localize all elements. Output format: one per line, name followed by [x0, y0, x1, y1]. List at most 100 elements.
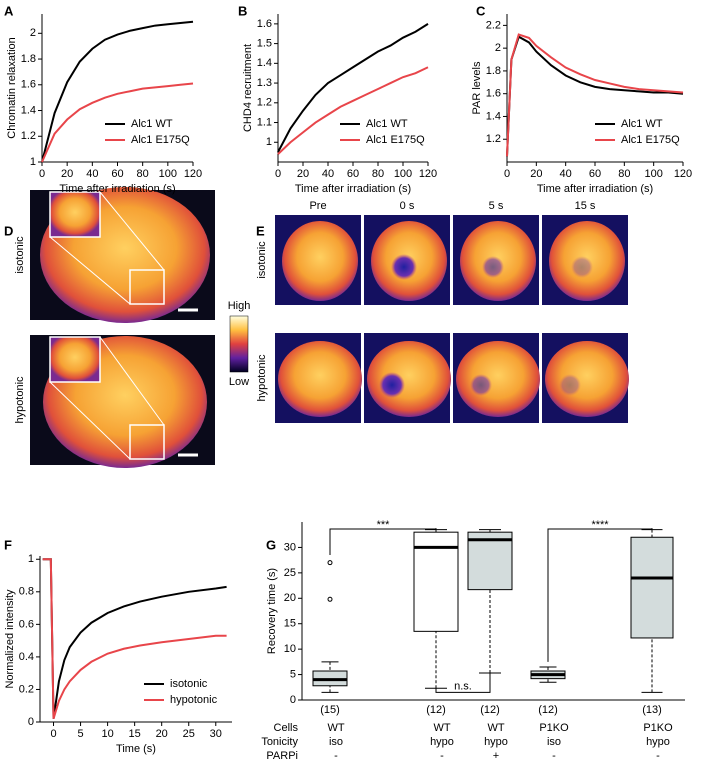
box: [467, 531, 513, 591]
x-tick-label: 5: [78, 728, 84, 740]
image-e: Pre 0 s 5 s 15 s isotonic hypotonic: [256, 200, 629, 423]
y-tick-label: 2: [495, 42, 501, 54]
panel-letter: C: [476, 3, 486, 18]
series-line: [506, 33, 684, 157]
y-tick-label: 1.5: [257, 38, 272, 50]
bracket: [435, 673, 491, 693]
nucleus: [278, 341, 362, 417]
category-label: iso: [329, 736, 343, 748]
column-label: 5 s: [489, 200, 504, 212]
series-line: [506, 35, 684, 157]
inset-line: [99, 336, 165, 426]
x-tick-label: 120: [184, 168, 202, 180]
damage-spot: [482, 256, 504, 278]
x-tick-label: 20: [156, 728, 168, 740]
significance: ****: [591, 519, 609, 531]
y-axis-label: PAR levels: [471, 61, 483, 114]
bracket: [547, 528, 653, 662]
legend-label: Alc1 WT: [621, 118, 663, 130]
row-label: PARPi: [266, 750, 298, 762]
category-label: P1KO: [643, 722, 673, 734]
row-label: isotonic: [14, 236, 26, 274]
y-tick-label: 1.4: [257, 57, 272, 69]
y-tick-label: 1.2: [257, 97, 272, 109]
x-tick-label: 20: [530, 168, 542, 180]
x-tick-label: 15: [129, 728, 141, 740]
category-label: +: [493, 750, 499, 762]
y-tick-label: 1.6: [257, 18, 272, 30]
x-tick-label: 10: [101, 728, 113, 740]
series-line: [41, 20, 194, 163]
y-tick-label: 0.6: [19, 618, 34, 630]
damage-spot: [379, 372, 405, 398]
inset-line: [49, 381, 131, 460]
series-line: [41, 82, 194, 163]
x-tick-label: 20: [297, 168, 309, 180]
y-tick-label: 1: [266, 136, 272, 148]
x-tick-label: 20: [61, 168, 73, 180]
y-tick-label: 1: [30, 156, 36, 168]
y-axis-label: Normalized intensity: [4, 589, 16, 689]
x-tick-label: 0: [39, 168, 45, 180]
x-tick-label: 0: [504, 168, 510, 180]
inset-line: [49, 236, 131, 305]
y-tick-label: 1.4: [486, 110, 501, 122]
y-tick-label: 1.4: [21, 104, 36, 116]
column-label: 0 s: [400, 200, 415, 212]
nucleus: [367, 341, 451, 417]
panel-letter: B: [238, 3, 247, 18]
category-label: -: [552, 750, 556, 762]
column-label: 15 s: [575, 200, 596, 212]
y-tick-label: 2.2: [486, 19, 501, 31]
y-axis-label: CHD4 recruitment: [242, 44, 254, 132]
count-label: (15): [320, 704, 340, 716]
legend-label: Alc1 WT: [366, 118, 408, 130]
x-axis-label: Time after irradiation (s): [59, 183, 175, 195]
count-label: (12): [480, 704, 500, 716]
x-tick-label: 25: [183, 728, 195, 740]
damage-spot: [559, 374, 581, 396]
nucleus: [456, 341, 540, 417]
y-tick-label: 10: [284, 643, 296, 655]
y-tick-label: 25: [284, 567, 296, 579]
roi: [129, 269, 165, 305]
row-label: hypotonic: [14, 376, 26, 424]
series-line: [277, 23, 429, 153]
row-label: isotonic: [256, 241, 268, 279]
damage-spot: [470, 374, 492, 396]
row-label: Tonicity: [261, 736, 298, 748]
x-tick-label: 100: [394, 168, 412, 180]
y-tick-label: 1.8: [486, 65, 501, 77]
inset: [49, 336, 101, 383]
category-label: -: [334, 750, 338, 762]
x-axis-label: Time after irradiation (s): [295, 183, 411, 195]
damage-spot: [391, 254, 417, 280]
y-tick-label: 20: [284, 592, 296, 604]
x-tick-label: 80: [137, 168, 149, 180]
y-tick-label: 1.2: [21, 130, 36, 142]
x-tick-label: 60: [111, 168, 123, 180]
series-line: [42, 558, 227, 719]
legend-label: Alc1 E175Q: [621, 134, 680, 146]
bracket: [329, 528, 437, 556]
x-tick-label: 80: [618, 168, 630, 180]
panel-letter: A: [4, 3, 14, 18]
x-tick-label: 30: [210, 728, 222, 740]
x-tick-label: 40: [86, 168, 98, 180]
nucleus: [282, 221, 358, 301]
x-tick-label: 40: [322, 168, 334, 180]
row-label: hypotonic: [256, 354, 268, 402]
y-tick-label: 15: [284, 618, 296, 630]
x-tick-label: 0: [50, 728, 56, 740]
y-tick-label: 0: [290, 694, 296, 706]
y-tick-label: 5: [290, 668, 296, 680]
category-label: WT: [433, 722, 450, 734]
y-tick-label: 1.3: [257, 77, 272, 89]
category-label: hypo: [646, 736, 670, 748]
panel-letter: E: [256, 223, 265, 238]
legend-label: Alc1 E175Q: [131, 134, 190, 146]
y-tick-label: 1: [28, 553, 34, 565]
nucleus: [545, 341, 629, 417]
category-label: hypo: [430, 736, 454, 748]
